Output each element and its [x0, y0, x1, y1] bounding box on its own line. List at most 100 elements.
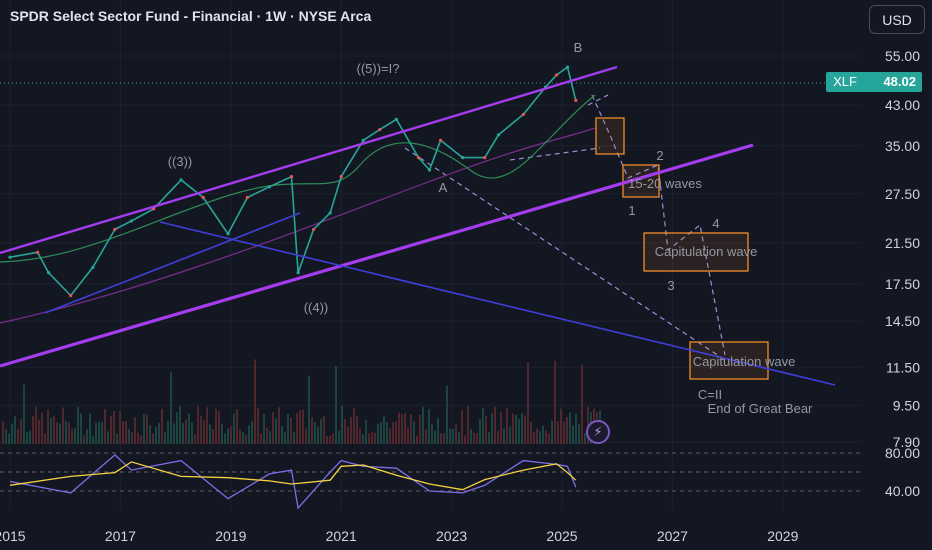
volume-bar [146, 414, 148, 444]
volume-bar [395, 421, 397, 444]
volume-bar [152, 433, 154, 444]
y-tick-label: 17.50 [885, 276, 920, 292]
price-point [496, 133, 501, 137]
volume-bar [206, 407, 208, 444]
volume-bar [542, 425, 544, 444]
price-point [289, 174, 294, 179]
wave-label: 4 [712, 216, 719, 231]
volume-bar [95, 422, 97, 444]
volume-bar [275, 418, 277, 444]
projection-line-a [404, 147, 726, 361]
volume-bar [524, 415, 526, 444]
volume-bar [494, 406, 496, 444]
volume-bar [215, 408, 217, 444]
wave-label: ((4)) [304, 300, 329, 315]
volume-bar [194, 434, 196, 444]
volume-bar [527, 362, 529, 444]
x-tick-label: 2029 [767, 528, 798, 544]
wave-boxes [595, 117, 769, 380]
support-trendline [44, 212, 301, 314]
volume-bar [446, 385, 448, 444]
volume-bars [2, 359, 601, 444]
price-point [565, 65, 570, 69]
volume-bar [122, 421, 124, 444]
x-tick-label: 2025 [546, 528, 577, 544]
volume-bar [179, 406, 181, 444]
volume-bar [443, 433, 445, 444]
volume-bar [176, 412, 178, 444]
volume-bar [155, 426, 157, 444]
lightning-icon[interactable]: ⚡ [586, 420, 610, 444]
price-point [461, 156, 465, 160]
volume-bar [575, 413, 577, 444]
volume-bar [8, 433, 10, 444]
price-point [129, 219, 134, 223]
volume-bar [515, 414, 517, 444]
volume-bar [128, 429, 130, 444]
volume-bar [305, 428, 307, 444]
volume-bar [245, 435, 247, 444]
volume-bar [29, 430, 31, 444]
volume-bar [41, 412, 43, 444]
price-point [416, 156, 421, 160]
lower-channel-line [0, 143, 754, 368]
volume-bar [371, 431, 373, 444]
volume-bar [38, 419, 40, 444]
volume-bar [296, 413, 298, 444]
annotations: ((5))=I? B ((3)) ((4)) A 1 2 3 4 15-20 waves Capit… [168, 40, 813, 416]
volume-bar [17, 428, 19, 444]
volume-bar [119, 411, 121, 444]
price-point [361, 138, 365, 142]
wave-label: 2 [656, 148, 663, 163]
price-point [47, 271, 51, 275]
volume-bar [56, 422, 58, 444]
volume-bar [530, 421, 532, 444]
volume-bar [278, 407, 280, 444]
volume-bar [440, 433, 442, 444]
volume-bar [209, 424, 211, 444]
volume-bar [107, 431, 109, 444]
last-price-tag: XLF 48.02 [826, 72, 922, 92]
volume-bar [77, 406, 79, 444]
y-tick-label: 43.00 [885, 97, 920, 113]
volume-bar [560, 408, 562, 444]
volume-bar [149, 425, 151, 444]
wave-label: 3 [667, 278, 674, 293]
volume-bar [287, 413, 289, 444]
volume-bar [350, 417, 352, 444]
volume-bar [557, 420, 559, 444]
x-tick-label: 2023 [436, 528, 467, 544]
volume-bar [566, 416, 568, 444]
volume-bar [59, 423, 61, 444]
volume-bar [263, 414, 265, 444]
volume-bar [89, 413, 91, 444]
volume-bar [434, 430, 436, 444]
volume-bar [401, 414, 403, 444]
volume-bar [581, 364, 583, 444]
price-point [36, 250, 40, 254]
volume-bar [425, 429, 427, 444]
projection-line-b [509, 147, 601, 161]
volume-bar [380, 422, 382, 444]
volume-bar [404, 413, 406, 444]
volume-bar [464, 435, 466, 444]
volume-bar [257, 407, 259, 444]
volume-bar [302, 409, 304, 444]
price-point [113, 227, 117, 232]
volume-bar [506, 407, 508, 444]
volume-bar [383, 415, 385, 444]
volume-bar [65, 421, 67, 444]
currency-button[interactable]: USD [869, 5, 925, 34]
volume-bar [188, 413, 190, 444]
wave-box-4 [689, 341, 769, 380]
wave-label: ((3)) [168, 154, 193, 169]
x-tick-label: 2017 [105, 528, 136, 544]
volume-bar [356, 415, 358, 444]
wave-label: Capitulation wave [693, 354, 796, 369]
volume-bar [203, 420, 205, 444]
price-point [245, 195, 249, 200]
price-tag-value: 48.02 [883, 74, 916, 89]
wave-label: C=II [698, 387, 722, 402]
volume-bar [386, 422, 388, 444]
